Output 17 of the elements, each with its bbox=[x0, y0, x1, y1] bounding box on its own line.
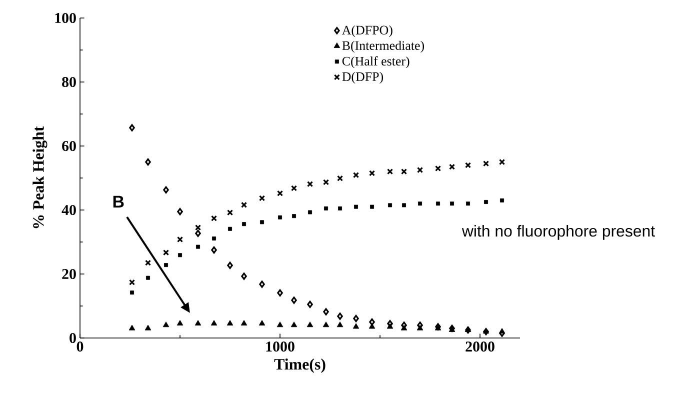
y-tick-label: 80 bbox=[62, 76, 76, 88]
x-tick-label: 0 bbox=[76, 342, 84, 352]
y-tick-label: 60 bbox=[62, 140, 76, 152]
legend-label: B(Intermediate) bbox=[342, 40, 424, 53]
annotation: B bbox=[113, 196, 124, 208]
x-tick-label: 2000 bbox=[466, 342, 494, 352]
legend-label: A(DFPO) bbox=[342, 25, 392, 38]
x-axis-title: Time(s) bbox=[274, 358, 326, 373]
y-axis-title: % Peak Height bbox=[32, 126, 48, 228]
annotation: with no fluorophore present bbox=[462, 224, 655, 240]
y-tick-label: 100 bbox=[55, 12, 76, 24]
x-tick-label: 1000 bbox=[266, 342, 294, 352]
legend-label: C(Half ester) bbox=[342, 56, 410, 68]
y-tick-label: 20 bbox=[62, 268, 76, 280]
legend-label: D(DFP) bbox=[342, 72, 384, 84]
y-tick-label: 0 bbox=[70, 332, 76, 344]
y-tick-label: 40 bbox=[62, 204, 76, 216]
